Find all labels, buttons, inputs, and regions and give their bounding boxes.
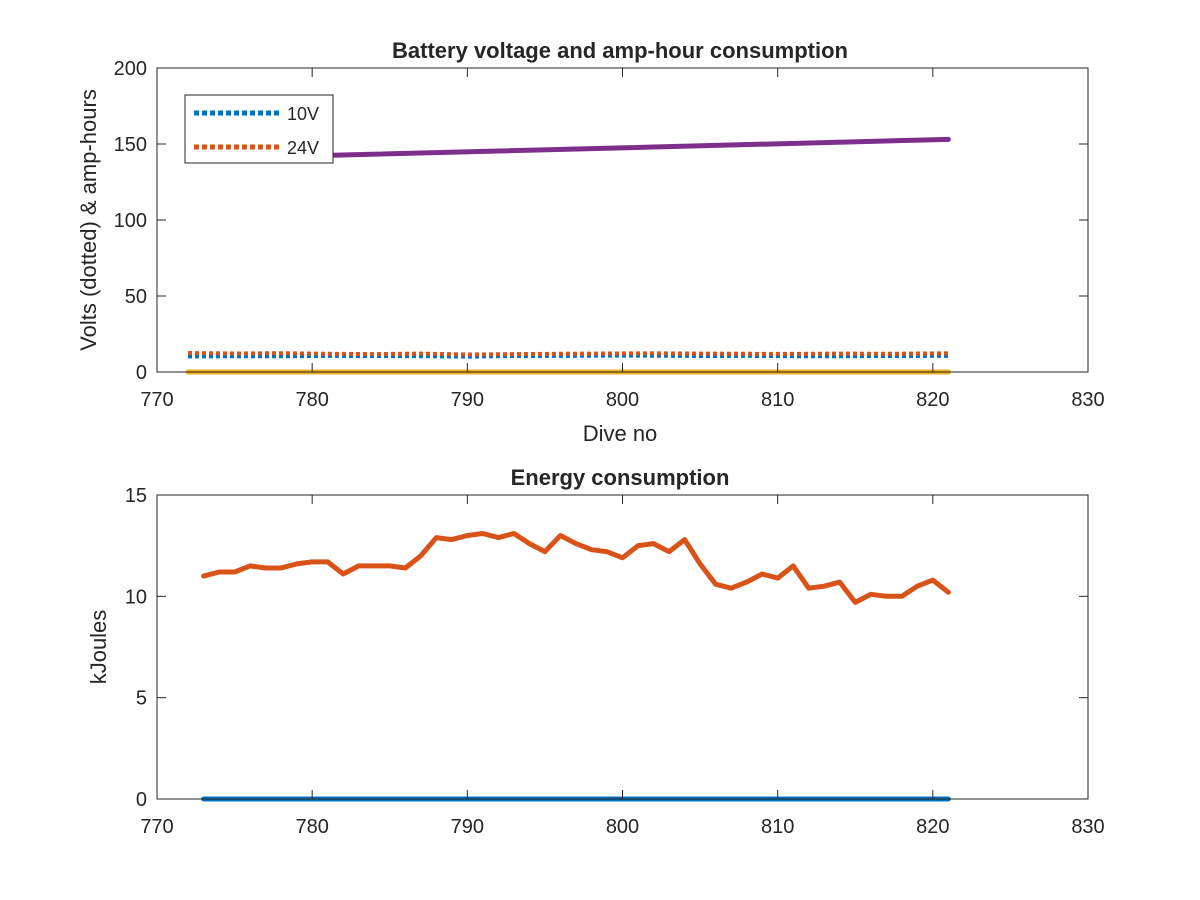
- voltage-x-tick-label: 770: [140, 389, 173, 411]
- voltage-x-tick-label: 790: [451, 389, 484, 411]
- energy-y-tick-label: 15: [125, 485, 147, 507]
- energy-y-tick-label: 5: [136, 688, 147, 710]
- voltage-axis-ticks: 770 780 790 800 810 820 830 0 50 100 150 200: [114, 58, 1105, 411]
- voltage-y-tick-label: 50: [125, 286, 147, 308]
- energy-subplot: Energy consumption 770 780 790 800 810 820 830…: [86, 465, 1105, 838]
- energy-x-tick-label: 820: [916, 816, 949, 838]
- energy-y-tick-label: 10: [125, 586, 147, 608]
- voltage-x-tick-label: 810: [761, 389, 794, 411]
- legend-24v-label: 24V: [287, 138, 319, 158]
- voltage-chart-title: Battery voltage and amp-hour consumption: [392, 38, 848, 63]
- energy-y-tick-label: 0: [136, 789, 147, 811]
- voltage-x-tick-label: 800: [606, 389, 639, 411]
- energy-axis-ticks: 770 780 790 800 810 820 830 0 5 10 15: [125, 485, 1105, 838]
- voltage-amphour-subplot: Battery voltage and amp-hour consumption…: [76, 38, 1105, 446]
- voltage-x-axis-label: Dive no: [583, 421, 658, 446]
- voltage-x-tick-label: 830: [1071, 389, 1104, 411]
- voltage-x-tick-label: 780: [295, 389, 328, 411]
- energy-x-tick-label: 770: [140, 816, 173, 838]
- voltage-series-line-2: [325, 136, 951, 158]
- voltage-series-line-0: [187, 353, 949, 359]
- energy-x-tick-label: 790: [451, 816, 484, 838]
- energy-x-tick-label: 780: [295, 816, 328, 838]
- voltage-x-tick-label: 820: [916, 389, 949, 411]
- energy-x-tick-label: 800: [606, 816, 639, 838]
- voltage-y-axis-label: Volts (dotted) & amp-hours: [76, 89, 101, 351]
- energy-x-tick-label: 830: [1071, 816, 1104, 838]
- energy-y-axis-label: kJoules: [86, 610, 111, 685]
- voltage-y-tick-label: 100: [114, 210, 147, 232]
- voltage-y-tick-label: 0: [136, 362, 147, 384]
- voltage-y-tick-label: 200: [114, 58, 147, 80]
- energy-series-line-0: [201, 531, 951, 605]
- voltage-y-tick-label: 150: [114, 134, 147, 156]
- energy-chart-title: Energy consumption: [511, 465, 730, 490]
- legend-10v-label: 10V: [287, 104, 319, 124]
- energy-x-tick-label: 810: [761, 816, 794, 838]
- legend: 10V 24V: [184, 94, 334, 164]
- legend-box: [184, 94, 334, 164]
- voltage-series-line-1: [187, 351, 949, 357]
